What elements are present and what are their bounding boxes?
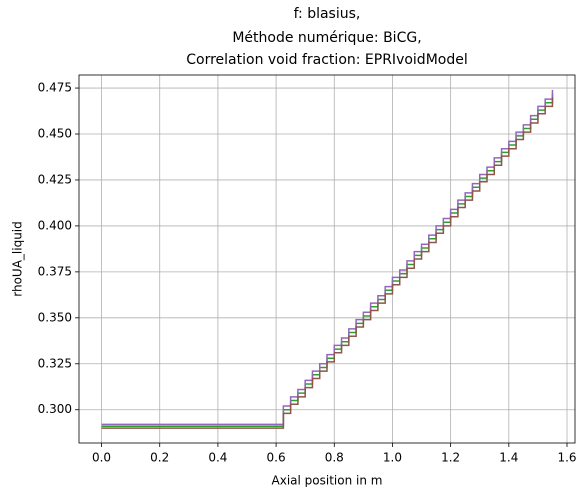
chart-title: Méthode numérique: BiCG, [232,30,421,46]
x-tick-label: 0.2 [150,451,169,465]
chart-title: Correlation void fraction: EPRIvoidModel [186,52,467,68]
step-line [101,93,554,428]
x-tick-label: 1.0 [383,451,402,465]
x-tick-label: 0.4 [208,451,227,465]
y-tick-label: 0.400 [38,218,72,232]
plot-frame [78,74,576,444]
x-tick-label: 0.6 [267,451,286,465]
y-axis-label: rhoUA_liquid [11,221,25,297]
x-tick-label: 1.6 [557,451,576,465]
step-line [101,97,554,429]
y-tick-label: 0.475 [38,81,72,95]
chart-title: f: blasius, [294,6,361,22]
x-tick-label: 0.8 [325,451,344,465]
y-tick-label: 0.375 [38,264,72,278]
y-tick-label: 0.450 [38,127,72,141]
x-tick-label: 0.0 [92,451,111,465]
step-line [101,89,554,426]
y-tick-label: 0.325 [38,356,72,370]
x-axis-label: Axial position in m [272,474,383,488]
x-tick-label: 1.2 [441,451,460,465]
y-tick-label: 0.350 [38,310,72,324]
y-tick-label: 0.425 [38,172,72,186]
y-tick-label: 0.300 [38,402,72,416]
x-tick-label: 1.4 [499,451,518,465]
